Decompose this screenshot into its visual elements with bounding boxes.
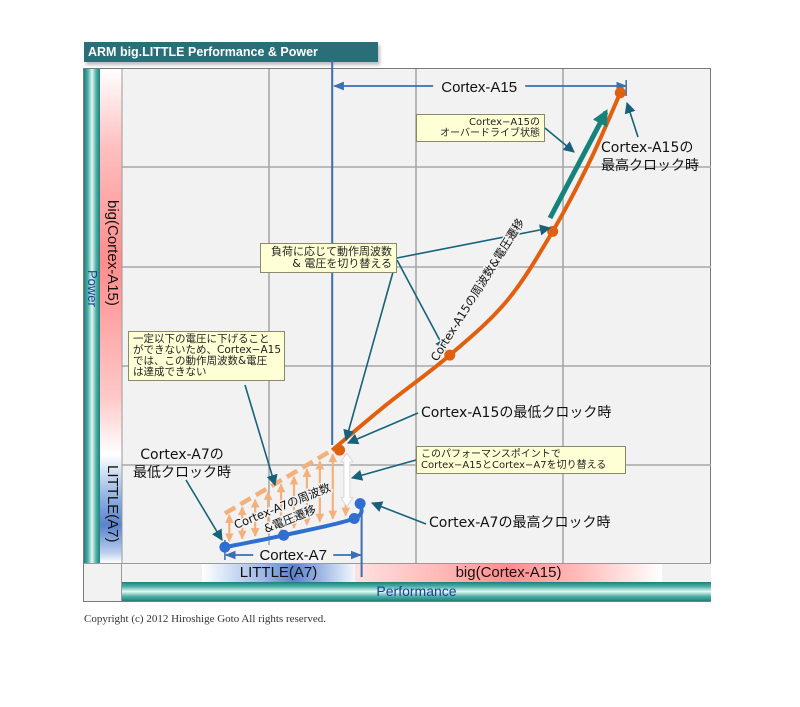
leader-dvfs-to-switch [343,271,394,442]
note-line: このパフォーマンスポイントで [421,449,561,460]
a7-point [219,541,231,553]
a15-unreachable-dashed-line [223,448,334,516]
a15-curve [330,91,623,452]
x-band-big-label: big(Cortex-A15) [455,564,562,581]
y-band-big-label: big(Cortex-A15) [104,200,121,306]
note-line: Cortex−A15の [469,117,540,128]
a15-point [334,444,346,456]
a15-range-label-bg [433,77,526,95]
leader-a15-max-clock [624,101,639,138]
copyright-notice: Copyright (c) 2012 Hiroshige Goto All ri… [84,613,326,625]
switch-arrow [339,452,354,508]
a15-point [614,87,626,99]
grid [121,69,711,563]
note-a15-overdrive: Cortex−A15の オーバードライブ状態 [416,114,545,142]
overdrive-arrow [547,109,609,220]
x-band-big [355,564,662,582]
leader-switch-point [350,459,417,481]
y-band-little-label: LITTLE(A7) [104,465,121,543]
diagram-title: ARM big.LITTLE Performance & Power [88,45,318,59]
leader-overdrive [544,127,575,153]
range-lines: Cortex-A15 Cortex-A7 [224,60,628,577]
a7-point [278,529,290,541]
power-axis-label: Power [85,270,100,307]
a7-range-label-bg [253,545,334,563]
curves [219,87,626,553]
x-band-little-label: LITTLE(A7) [239,564,318,581]
y-band-little [100,455,122,563]
a7-curve [224,502,364,550]
leader-a15-min-clock [346,412,419,445]
leader-dvfs-to-middle [396,259,446,351]
label-a7-min-clock: Cortex-A7の 最低クロック時 [133,446,231,482]
performance-axis-label: Performance [376,583,457,599]
label-a7-max-clock: Cortex-A7の最高クロック時 [429,515,611,531]
title-bar: ARM big.LITTLE Performance & Power [84,42,378,62]
a15-point [444,349,456,361]
axis-corner [84,563,122,601]
a7-point [354,498,366,510]
leader-a7-max-clock [370,501,427,525]
y-band-big [100,69,122,455]
label-line: 最高クロック時 [601,158,699,174]
leader-a7-min-clock [185,479,223,541]
leader-dvfs-to-upper [396,224,552,259]
note-line: ができないため、Cortex−A15 [133,344,282,356]
label-line: Cortex-A7の [140,447,224,463]
note-line: オーバードライブ状態 [440,128,540,139]
label-a15-min-clock: Cortex-A15の最低クロック時 [421,405,612,421]
label-a15-max-clock: Cortex-A15の 最高クロック時 [601,139,699,175]
label-line: Cortex-A15の [601,140,694,156]
performance-axis-bar [122,582,711,601]
a7-range-label: Cortex-A7 [259,547,327,564]
note-line: & 電圧を切り替える [292,257,392,270]
leader-lines [185,101,639,541]
leader-floor-to-dashed [244,384,278,487]
power-axis-bar [84,69,100,563]
note-line: 負荷に応じて動作周波数 [271,245,392,258]
note-line: では、この動作周波数&電圧 [133,355,268,367]
label-line: 最低クロック時 [133,465,231,481]
a7-transition-arrows [224,452,354,543]
note-line: は達成できない [133,366,207,378]
a15-range-label: Cortex-A15 [441,79,517,96]
note-switch-point: このパフォーマンスポイントで Cortex−A15とCortex−A7を切り替え… [416,446,626,474]
note-voltage-floor: 一定以下の電圧に下げること ができないため、Cortex−A15 では、この動作… [128,331,285,381]
note-dvfs-switch: 負荷に応じて動作周波数 & 電圧を切り替える [260,243,397,273]
note-line: 一定以下の電圧に下げること [133,333,270,345]
a15-dvfs-curve-label: Cortex-A15の周波数&電圧遷移 [428,216,528,364]
x-band-little [202,564,355,582]
note-line: Cortex−A15とCortex−A7を切り替える [421,460,607,471]
a7-point [348,512,360,524]
